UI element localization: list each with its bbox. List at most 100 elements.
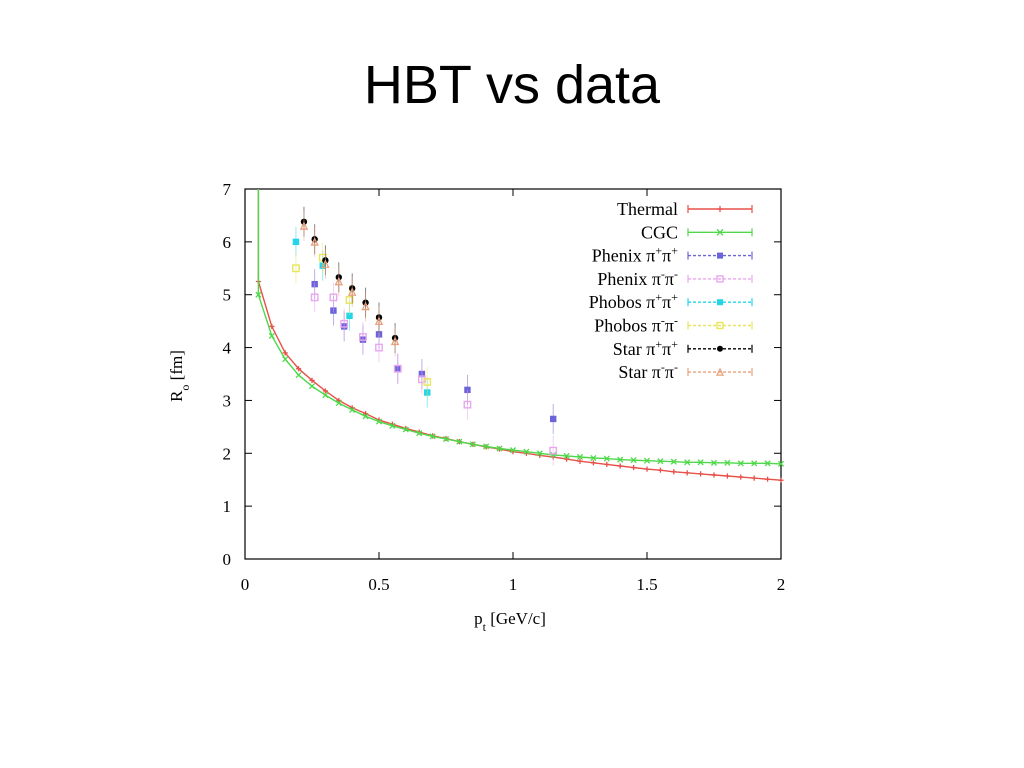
data-point: [389, 422, 396, 429]
chart-points: [292, 206, 558, 466]
data-point: [715, 367, 725, 376]
data-point: [335, 400, 342, 407]
data-point: [751, 460, 758, 467]
y-tick-label: 2: [223, 444, 232, 463]
data-point: [322, 388, 328, 394]
data-point: [737, 460, 744, 467]
data-point: [469, 441, 476, 448]
data-point: [778, 477, 784, 483]
x-tick-label: 1: [509, 575, 518, 594]
series-line: [257, 189, 782, 465]
data-point: [631, 464, 637, 471]
x-tick-label: 1.5: [636, 575, 657, 594]
chart-curves: [255, 189, 785, 483]
data-point: [402, 426, 409, 433]
x-tick-label: 0.5: [368, 575, 389, 594]
data-point: [765, 476, 771, 482]
data-point: [670, 458, 677, 465]
legend-label: Phenix π+π+: [592, 244, 678, 266]
data-point: [340, 319, 349, 328]
data-point: [711, 472, 717, 478]
data-point: [423, 378, 432, 386]
data-point: [604, 461, 610, 467]
data-point: [359, 333, 367, 341]
data-point: [255, 291, 262, 298]
x-tick-label: 0: [241, 575, 250, 594]
data-point: [374, 316, 384, 325]
data-point: [563, 452, 570, 459]
data-point: [684, 470, 690, 476]
legend-label: CGC: [641, 222, 678, 242]
data-point: [671, 469, 677, 475]
data-point: [345, 296, 354, 304]
data-point: [617, 463, 623, 469]
data-point: [716, 321, 724, 330]
data-point: [322, 392, 329, 399]
data-point: [295, 371, 302, 379]
data-point: [603, 455, 610, 462]
y-tick-label: 1: [223, 497, 232, 516]
data-point: [716, 228, 724, 236]
data-point: [550, 415, 557, 423]
data-point: [361, 301, 370, 311]
data-point: [697, 459, 704, 466]
data-point: [321, 259, 330, 268]
data-point: [684, 459, 691, 466]
data-point: [347, 287, 357, 296]
data-point: [310, 237, 319, 246]
y-tick-label: 6: [223, 233, 232, 252]
data-point: [299, 221, 309, 230]
data-point: [717, 206, 723, 212]
data-point: [309, 377, 315, 383]
data-point: [375, 418, 383, 425]
y-tick-label: 0: [223, 550, 232, 569]
data-point: [268, 332, 275, 340]
plot-frame: [244, 188, 782, 560]
data-point: [644, 466, 650, 472]
data-point: [269, 323, 275, 330]
data-point: [442, 435, 450, 443]
data-point: [463, 400, 472, 409]
legend-label: Thermal: [617, 199, 678, 219]
legend-label: Star π-π-: [618, 360, 678, 382]
data-point: [717, 299, 723, 306]
data-point: [292, 264, 300, 273]
data-point: [390, 336, 400, 346]
y-axis-label: Ro [fm]: [167, 350, 192, 402]
data-point: [292, 238, 300, 246]
data-point: [777, 460, 785, 467]
data-point: [617, 456, 624, 463]
data-point: [590, 460, 596, 466]
data-point: [698, 471, 704, 477]
y-tick-label: 4: [223, 339, 232, 358]
data-point: [751, 475, 757, 481]
data-point: [329, 293, 338, 302]
legend-label: Star π+π+: [613, 337, 678, 359]
data-point: [657, 467, 663, 473]
data-point: [710, 459, 718, 466]
data-point: [523, 448, 530, 455]
data-point: [349, 406, 356, 414]
data-point: [717, 252, 723, 259]
data-point: [282, 350, 288, 356]
chart-axes: 0 0.5 1 1.5 2 0 1 2 3 4 5 6 7: [223, 180, 786, 594]
data-point: [576, 453, 584, 461]
data-point: [724, 473, 730, 479]
data-point: [416, 430, 423, 437]
data-point: [296, 366, 302, 372]
legend-label: Phobos π-π-: [594, 314, 678, 336]
data-point: [717, 345, 723, 352]
data-point: [429, 433, 436, 440]
data-point: [483, 443, 490, 450]
x-tick-label: 2: [777, 575, 786, 594]
data-point: [362, 413, 369, 420]
y-tick-label: 3: [223, 391, 232, 410]
data-point: [375, 343, 383, 352]
data-point: [456, 438, 463, 445]
data-point: [764, 460, 771, 467]
data-point: [630, 457, 637, 464]
data-point: [738, 474, 744, 480]
y-tick-label: 7: [223, 180, 232, 199]
data-point: [564, 456, 570, 462]
